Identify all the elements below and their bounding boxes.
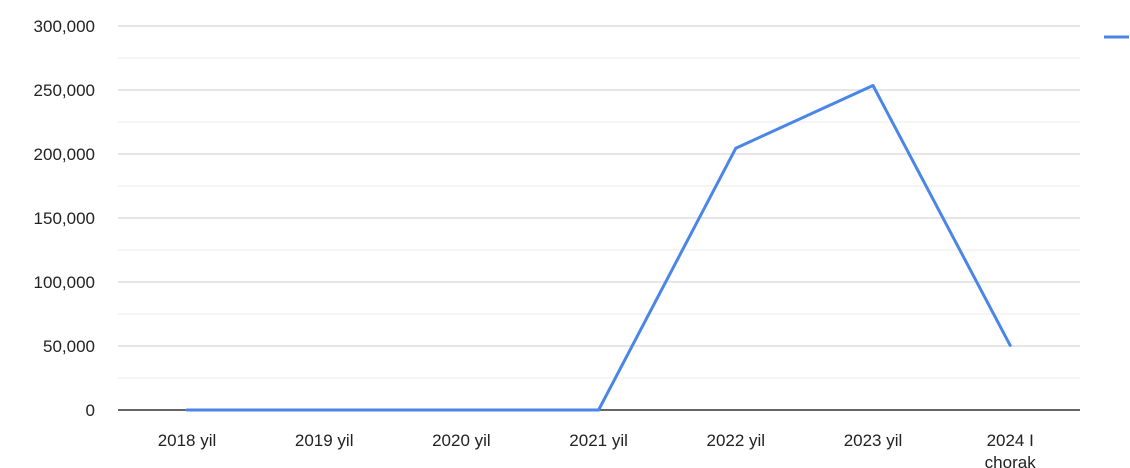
data-point	[322, 408, 326, 412]
grid-lines	[118, 25, 1080, 411]
y-axis-tick-labels: 0 50,000 100,000 150,000 200,000 250,000 300,0…	[34, 17, 95, 420]
data-point	[734, 146, 738, 150]
x-tick-label: 2019 yil	[295, 431, 354, 450]
series-lines	[185, 84, 1012, 412]
x-tick-label-line: 2022 yil	[706, 431, 765, 450]
x-tick-label: 2020 yil	[432, 431, 491, 450]
y-tick-label: 300,000	[34, 17, 95, 36]
x-tick-label-line: 2023 yil	[844, 431, 903, 450]
x-tick-label-line: 2021 yil	[569, 431, 628, 450]
x-tick-label-line: 2024 I	[987, 431, 1034, 450]
x-tick-label: 2023 yil	[844, 431, 903, 450]
series-line	[185, 84, 1012, 412]
data-point	[459, 408, 463, 412]
y-tick-label: 200,000	[34, 145, 95, 164]
y-tick-label: 50,000	[43, 337, 95, 356]
x-tick-label-line: 2020 yil	[432, 431, 491, 450]
y-tick-label: 150,000	[34, 209, 95, 228]
data-point	[597, 408, 601, 412]
x-tick-label: 2022 yil	[706, 431, 765, 450]
x-tick-label-line: chorak	[985, 453, 1037, 468]
y-tick-label: 0	[86, 401, 95, 420]
data-point	[185, 408, 189, 412]
x-tick-label: 2024 I chorak	[985, 431, 1037, 468]
y-tick-label: 100,000	[34, 273, 95, 292]
x-tick-label-line: 2019 yil	[295, 431, 354, 450]
y-tick-label: 250,000	[34, 81, 95, 100]
x-tick-label: 2018 yil	[158, 431, 217, 450]
data-point	[871, 84, 875, 88]
x-tick-label: 2021 yil	[569, 431, 628, 450]
x-axis-tick-labels: 2018 yil 2019 yil 2020 yil 2021 yil 2022 yil…	[158, 431, 1037, 468]
x-tick-label-line: 2018 yil	[158, 431, 217, 450]
data-point	[1008, 343, 1012, 347]
